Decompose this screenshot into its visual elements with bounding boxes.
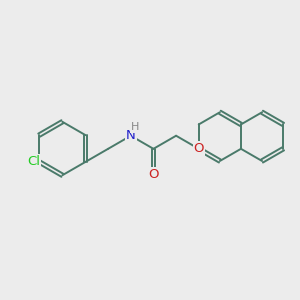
Text: N: N bbox=[126, 129, 136, 142]
Text: O: O bbox=[148, 168, 159, 181]
Text: Cl: Cl bbox=[27, 155, 40, 168]
Text: O: O bbox=[194, 142, 204, 155]
Text: H: H bbox=[130, 122, 139, 132]
